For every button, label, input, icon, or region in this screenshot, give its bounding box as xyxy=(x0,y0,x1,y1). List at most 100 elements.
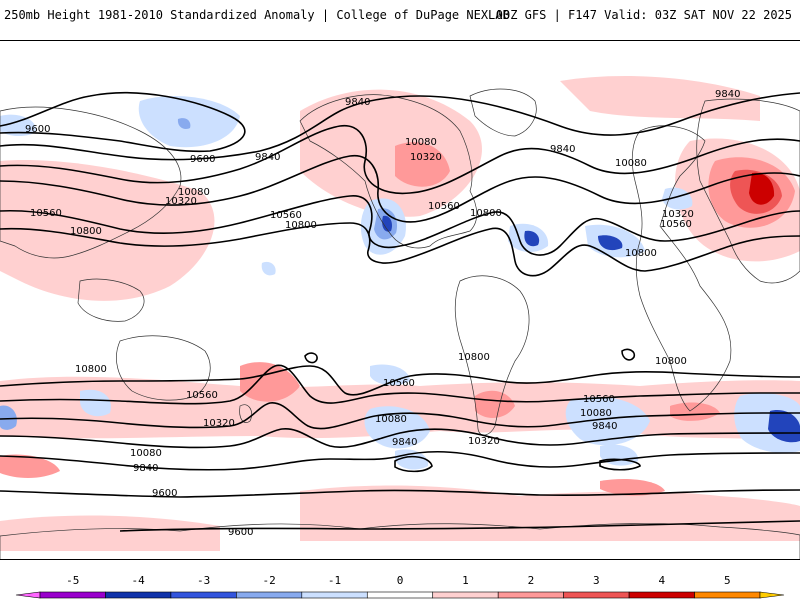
negative-anomaly-region xyxy=(261,261,276,276)
colorbar-swatches xyxy=(15,591,785,599)
asia-east-coast xyxy=(696,98,800,284)
colorbar-swatch xyxy=(563,591,630,599)
map-header: 250mb Height 1981-2010 Standardized Anom… xyxy=(0,0,800,38)
colorbar-swatch xyxy=(301,591,368,599)
contour-label: 9600 xyxy=(152,488,177,499)
contour-label: 10320 xyxy=(203,418,235,429)
contour-label: 9840 xyxy=(133,463,158,474)
contour-10560-north xyxy=(0,195,800,256)
colorbar-tick-label: -2 xyxy=(262,574,275,587)
new-zealand-coast xyxy=(239,404,253,423)
contour-9840-north xyxy=(0,92,800,161)
contour-label: 10800 xyxy=(70,226,102,237)
colorbar-arrow-high xyxy=(759,591,785,599)
contour-label: 10560 xyxy=(270,210,302,221)
height-contours xyxy=(0,91,800,532)
colorbar-tick-label: 3 xyxy=(593,574,600,587)
contour-label: 10320 xyxy=(410,152,442,163)
colorbar-svg: -5 -4 -3 -2 -1 0 1 2 3 4 5 xyxy=(15,574,785,599)
anomaly-colorbar: -5 -4 -3 -2 -1 0 1 2 3 4 5 xyxy=(0,568,800,600)
negative-anomaly-region xyxy=(395,449,429,470)
negative-anomaly-region xyxy=(0,114,36,137)
greenland-coast xyxy=(469,88,537,137)
colorbar-tick-label: -1 xyxy=(328,574,341,587)
contour-label: 10320 xyxy=(468,436,500,447)
colorbar-swatch xyxy=(236,591,303,599)
colorbar-swatch xyxy=(39,591,106,599)
contour-label: 10080 xyxy=(375,414,407,425)
contour-label: 10560 xyxy=(383,378,415,389)
colorbar-tick-label: -4 xyxy=(132,574,146,587)
negative-anomaly-region xyxy=(598,235,623,251)
positive-anomaly-region xyxy=(749,172,775,205)
contour-label: 10080 xyxy=(130,448,162,459)
negative-anomaly-region xyxy=(768,410,800,443)
map-title: 250mb Height 1981-2010 Standardized Anom… xyxy=(4,8,510,22)
positive-anomaly-region xyxy=(240,362,300,402)
contour-label: 10560 xyxy=(583,394,615,405)
contour-10800-north xyxy=(0,222,800,277)
contour-9840-south xyxy=(0,450,800,471)
colorbar-swatch xyxy=(432,591,499,599)
anomaly-shading xyxy=(0,76,800,551)
contour-label: 9600 xyxy=(228,527,253,538)
negative-anomaly-region xyxy=(80,389,111,417)
contour-closed-low xyxy=(599,458,641,471)
colorbar-tick-label: 2 xyxy=(528,574,535,587)
contour-10320-south xyxy=(0,402,800,430)
negative-anomaly-region xyxy=(370,364,410,386)
contour-label: 10800 xyxy=(470,208,502,219)
contour-label: 9600 xyxy=(25,124,50,135)
contour-label: 9840 xyxy=(550,144,575,155)
colorbar-swatch xyxy=(694,591,761,599)
contour-9600-south xyxy=(0,489,800,498)
colorbar-tick-labels: -5 -4 -3 -2 -1 0 1 2 3 4 5 xyxy=(66,574,730,587)
negative-anomaly-region xyxy=(662,187,693,210)
positive-anomaly-region xyxy=(670,402,720,421)
negative-anomaly-region xyxy=(0,405,17,430)
positive-anomaly-region xyxy=(475,390,515,418)
contour-label: 10080 xyxy=(178,187,210,198)
negative-anomaly-region xyxy=(177,118,191,129)
colorbar-swatch xyxy=(497,591,564,599)
contour-label: 9600 xyxy=(190,154,215,165)
contour-label: 10800 xyxy=(458,352,490,363)
contour-label: 10800 xyxy=(625,248,657,259)
europe-africa-coast xyxy=(631,125,732,412)
colorbar-tick-label: 0 xyxy=(397,574,404,587)
colorbar-tick-label: -5 xyxy=(66,574,79,587)
contour-label: 10080 xyxy=(580,408,612,419)
positive-anomaly-region xyxy=(0,454,60,478)
colorbar-tick-label: 4 xyxy=(659,574,666,587)
contour-9600-antarctic xyxy=(119,520,800,532)
contour-10560-south xyxy=(0,364,800,405)
positive-anomaly-region xyxy=(560,76,760,121)
model-run-info: 00Z GFS | F147 Valid: 03Z SAT NOV 22 202… xyxy=(495,8,792,22)
south-america-coast xyxy=(454,275,530,436)
contour-label: 9840 xyxy=(715,89,740,100)
colorbar-tick-label: 1 xyxy=(462,574,469,587)
contour-10080-north xyxy=(0,125,800,195)
positive-anomaly-region xyxy=(0,160,215,301)
contour-label: 10800 xyxy=(285,220,317,231)
positive-anomaly-region xyxy=(600,479,665,496)
map-canvas: 9840 9840 9840 9840 9600 9600 10080 1008… xyxy=(0,76,800,559)
negative-anomaly-region xyxy=(382,215,393,232)
positive-anomaly-region xyxy=(0,515,220,551)
positive-anomaly-region xyxy=(395,142,450,187)
contour-label: 10080 xyxy=(405,137,437,148)
contour-label: 9840 xyxy=(392,437,417,448)
colorbar-swatch xyxy=(105,591,172,599)
contour-label: 10800 xyxy=(655,356,687,367)
weather-map: 9840 9840 9840 9840 9600 9600 10080 1008… xyxy=(0,40,800,560)
contour-closed-low xyxy=(621,348,636,361)
contour-label: 10560 xyxy=(660,219,692,230)
contour-closed-low xyxy=(394,455,433,473)
contour-10320-north xyxy=(0,155,800,223)
contour-label: 10560 xyxy=(428,201,460,212)
contour-label: 10560 xyxy=(186,390,218,401)
contour-label: 9840 xyxy=(592,421,617,432)
contour-10080-south xyxy=(0,428,800,449)
colorbar-swatch xyxy=(170,591,237,599)
colorbar-swatch xyxy=(628,591,695,599)
